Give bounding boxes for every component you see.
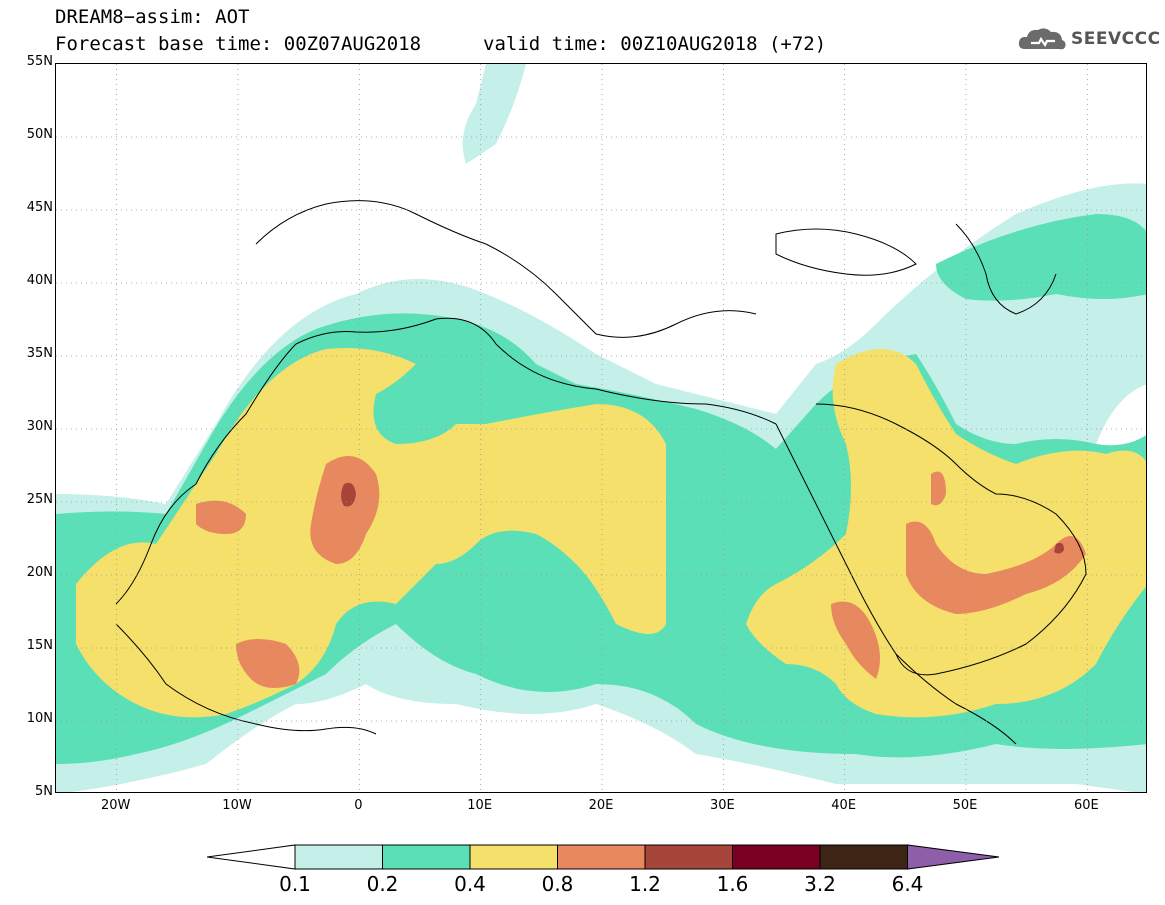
map-title: DREAM8−assim: AOT <box>55 6 250 28</box>
colorbar-swatch <box>382 844 471 870</box>
latitude-label: 30N <box>26 419 53 434</box>
latitude-label: 25N <box>26 492 53 507</box>
coastline-horn-africa <box>895 653 1017 745</box>
latitude-label: 40N <box>26 273 53 288</box>
longitude-label: 10W <box>222 798 252 813</box>
colorbar-swatch <box>644 844 733 870</box>
graticule <box>56 64 1146 792</box>
colorbar-level-label: 0.8 <box>541 872 574 896</box>
longitude-label: 50E <box>952 798 978 813</box>
coastline-red-sea <box>775 423 897 655</box>
colorbar-swatch <box>469 844 558 870</box>
latitude-label: 45N <box>26 200 53 215</box>
longitude-label: 20W <box>100 798 131 813</box>
colorbar-level-label: 6.4 <box>891 872 924 896</box>
aot-band-0.2-caspian <box>936 214 1146 301</box>
aot-band-0.8-sahara <box>310 456 380 564</box>
cloud-icon <box>1018 28 1066 50</box>
coastline-arabia-east <box>815 403 1087 676</box>
latitude-label: 10N <box>26 711 53 726</box>
latitude-label: 5N <box>35 784 53 799</box>
aot-band-0.8-arabia <box>906 521 1086 614</box>
aot-map <box>55 63 1147 793</box>
coastline-europe <box>255 200 757 338</box>
aot-band-0.8-yemen <box>831 601 880 679</box>
coastline-black-sea <box>775 228 917 276</box>
longitude-label: 10E <box>467 798 493 813</box>
colorbar-swatch <box>557 844 646 870</box>
colorbar <box>207 844 999 870</box>
latitude-label: 50N <box>26 127 53 142</box>
longitude-label: 40E <box>831 798 857 813</box>
seevccc-logo: SEEVCCC <box>1017 24 1161 54</box>
aot-band-0.8-niger <box>236 639 300 688</box>
aot-band-1.2-arabia <box>1054 542 1064 554</box>
colorbar-swatch <box>294 844 383 870</box>
colorbar-level-label: 0.1 <box>279 872 311 896</box>
valid-time: valid time: 00Z10AUG2018 (+72) <box>483 33 827 55</box>
latitude-label: 55N <box>26 54 53 69</box>
aot-band-0.8-mali <box>196 500 246 534</box>
forecast-base-time: Forecast base time: 00Z07AUG2018 <box>55 33 422 55</box>
aot-band-0.4 <box>76 348 666 718</box>
colorbar-level-label: 1.6 <box>716 872 749 896</box>
colorbar-level-label: 1.2 <box>629 872 661 896</box>
longitude-label: 60E <box>1073 798 1099 813</box>
colorbar-max-arrow <box>907 844 999 870</box>
aot-band-1.2 <box>341 482 356 507</box>
longitude-label: 30E <box>709 798 735 813</box>
map-canvas <box>56 64 1146 792</box>
aot-band-0.1-north <box>462 64 526 164</box>
latitude-label: 15N <box>26 638 53 653</box>
latitude-label: 35N <box>26 346 53 361</box>
colorbar-level-label: 0.2 <box>366 872 399 896</box>
coastline-caspian <box>955 223 1057 315</box>
colorbar-min-arrow <box>207 844 296 870</box>
longitude-label: 0 <box>354 798 363 813</box>
coastlines <box>115 200 1087 745</box>
colorbar-swatch <box>732 844 821 870</box>
colorbar-swatch <box>819 844 908 870</box>
colorbar-level-label: 3.2 <box>804 872 836 896</box>
coastline-west-africa <box>115 317 777 605</box>
coastline-gulf-of-guinea <box>115 623 377 735</box>
logo-text: SEEVCCC <box>1071 29 1161 49</box>
aot-band-0.8-gulf <box>931 471 946 506</box>
longitude-label: 20E <box>588 798 614 813</box>
aot-shading <box>56 64 1146 792</box>
colorbar-level-label: 0.4 <box>454 872 486 896</box>
latitude-label: 20N <box>26 565 53 580</box>
